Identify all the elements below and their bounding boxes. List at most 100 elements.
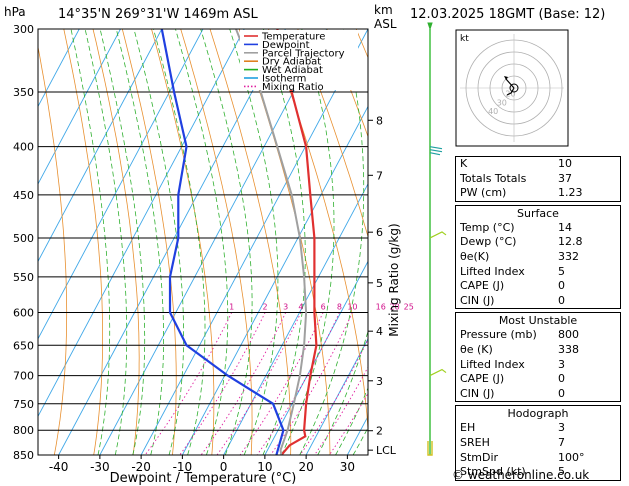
index-label: K [460,157,468,170]
isotherm-line [223,182,368,455]
wind-barb-shape [429,368,447,377]
wet-adiabat-line [299,29,365,455]
index-row: Totals Totals 37 [456,172,620,187]
hodograph-stats-box: Hodograph EH 3 SREH 7 StmDir 100° StmSpd (kt) 5 [455,405,621,481]
stats-table: K 10 Totals Totals 37 PW (cm) 1.23 Surface Te… [455,156,621,484]
most-unstable-row: Pressure (mb) 800 [456,328,620,343]
hodograph-ring-label: 20 [505,90,515,99]
dewpoint-series-line [160,29,285,455]
legend-label: Dry Adiabat [262,57,321,68]
copyright-footer: © weatheronline.co.uk [452,468,590,482]
mixing-ratio-label: 6 [321,303,326,312]
index-label: Totals Totals [460,171,527,185]
x-axis-title: Dewpoint / Temperature (°C) [110,471,297,486]
most-unstable-value: 0 [558,386,565,400]
surface-row: CAPE (J) 0 [456,279,620,294]
most-unstable-value: 3 [558,357,565,371]
legend-label: Wet Adiabat [262,65,323,76]
dry-adiabat-line [63,29,103,455]
height-tick-label: 6 [376,226,383,239]
wet-adiabat-line [317,329,368,455]
hodograph-stat-row: StmSpd (kt) 5 [456,465,620,480]
hodograph-stat-row: EH 3 [456,421,620,436]
dry-adiabat-line [121,29,177,455]
surface-value: 14 [558,220,572,234]
temp-tick-label: 10 [257,460,272,474]
temperature-series-line [276,29,318,455]
wet-adiabat-line [84,29,128,455]
height-unit-label: km [374,3,393,17]
isotherm-line [58,29,286,455]
location-header: 14°35'N 269°31'W 1469m ASL [58,7,258,22]
most-unstable-value: 800 [558,328,579,342]
legend-label: Isotherm [262,74,306,85]
mixing-ratio-line [216,312,302,455]
surface-value: 332 [558,249,579,263]
dry-adiabat-line [92,29,140,455]
most-unstable-label: θe (K) [460,342,493,356]
index-row: K 10 [456,157,620,172]
mixing-ratio-label: 1 [229,303,234,312]
wet-adiabat-line [262,29,306,455]
pressure-unit-label: hPa [4,5,26,19]
isotherm-line [99,29,328,455]
temp-tick-label: 30 [340,460,355,474]
hodograph-arrow-icon [504,76,508,80]
datetime-header: 12.03.2025 18GMT (Base: 12) [410,7,606,22]
wet-adiabat-line [229,29,279,455]
mixing-ratio-line [200,312,287,455]
surface-row: Temp (°C) 14 [456,221,620,236]
height-tick-label: 3 [376,375,383,388]
height-tick-label: 2 [376,425,383,438]
most-unstable-label: CIN (J) [460,386,495,400]
index-value: 1.23 [558,186,583,200]
height-unit-label-asl: ASL [374,17,397,31]
surface-box: Surface Temp (°C) 14 Dewp (°C) 12.8 θe(K) 332… [455,204,621,310]
most-unstable-row: Lifted Index 3 [456,358,620,373]
isotherm-line [38,29,80,108]
mixing-ratio-line [144,312,233,455]
wind-barb [427,22,433,31]
mixing-ratio-label: 4 [298,303,303,312]
hodograph-stat-row: StmDir 100° [456,451,620,466]
hodograph-unit-label: kt [460,34,469,44]
pressure-tick-label: 800 [13,424,34,437]
height-tick-label: 7 [376,169,383,182]
surface-row: Dewp (°C) 12.8 [456,235,620,250]
surface-label: Lifted Index [460,264,525,278]
surface-value: 12.8 [558,235,583,249]
index-label: PW (cm) [460,186,507,200]
height-tick-label: LCL [376,444,397,457]
height-tick-label: 4 [376,325,383,338]
wind-barb-shape [429,146,443,156]
mixing-ratio-label: 10 [347,303,357,312]
wet-adiabat-line [133,29,185,455]
isotherm-line [305,337,368,455]
isotherm-line [38,29,204,340]
temp-tick-label: 0 [220,460,228,474]
temp-tick-label: 20 [298,460,313,474]
temp-tick-label: -10 [173,460,193,474]
dry-adiabat-line [151,29,215,455]
surface-title: Surface [517,206,559,220]
most-unstable-label: Lifted Index [460,357,525,371]
mixing-ratio-label: 20 [389,303,399,312]
wind-barb [429,146,443,156]
hodograph-stat-label: SREH [460,435,490,449]
surface-value: 5 [558,264,565,278]
pressure-tick-label: 850 [13,449,34,462]
index-value: 10 [558,157,572,170]
wet-adiabat-line [200,29,253,455]
index-value: 37 [558,171,572,185]
mixing-ratio-line [179,312,266,455]
wet-adiabat-line [335,387,368,455]
wind-barb-shape [429,231,447,239]
wet-adiabat-line [99,29,146,455]
hodograph-stat-label: StmSpd (kt) [460,465,526,479]
mixing-ratio-line [239,312,324,455]
most-unstable-box: Most Unstable Pressure (mb) 800 θe (K) 338 L… [455,312,621,403]
temp-tick-label: -40 [49,460,69,474]
most-unstable-row: CIN (J) 0 [456,387,620,402]
isotherm-line [181,105,368,455]
